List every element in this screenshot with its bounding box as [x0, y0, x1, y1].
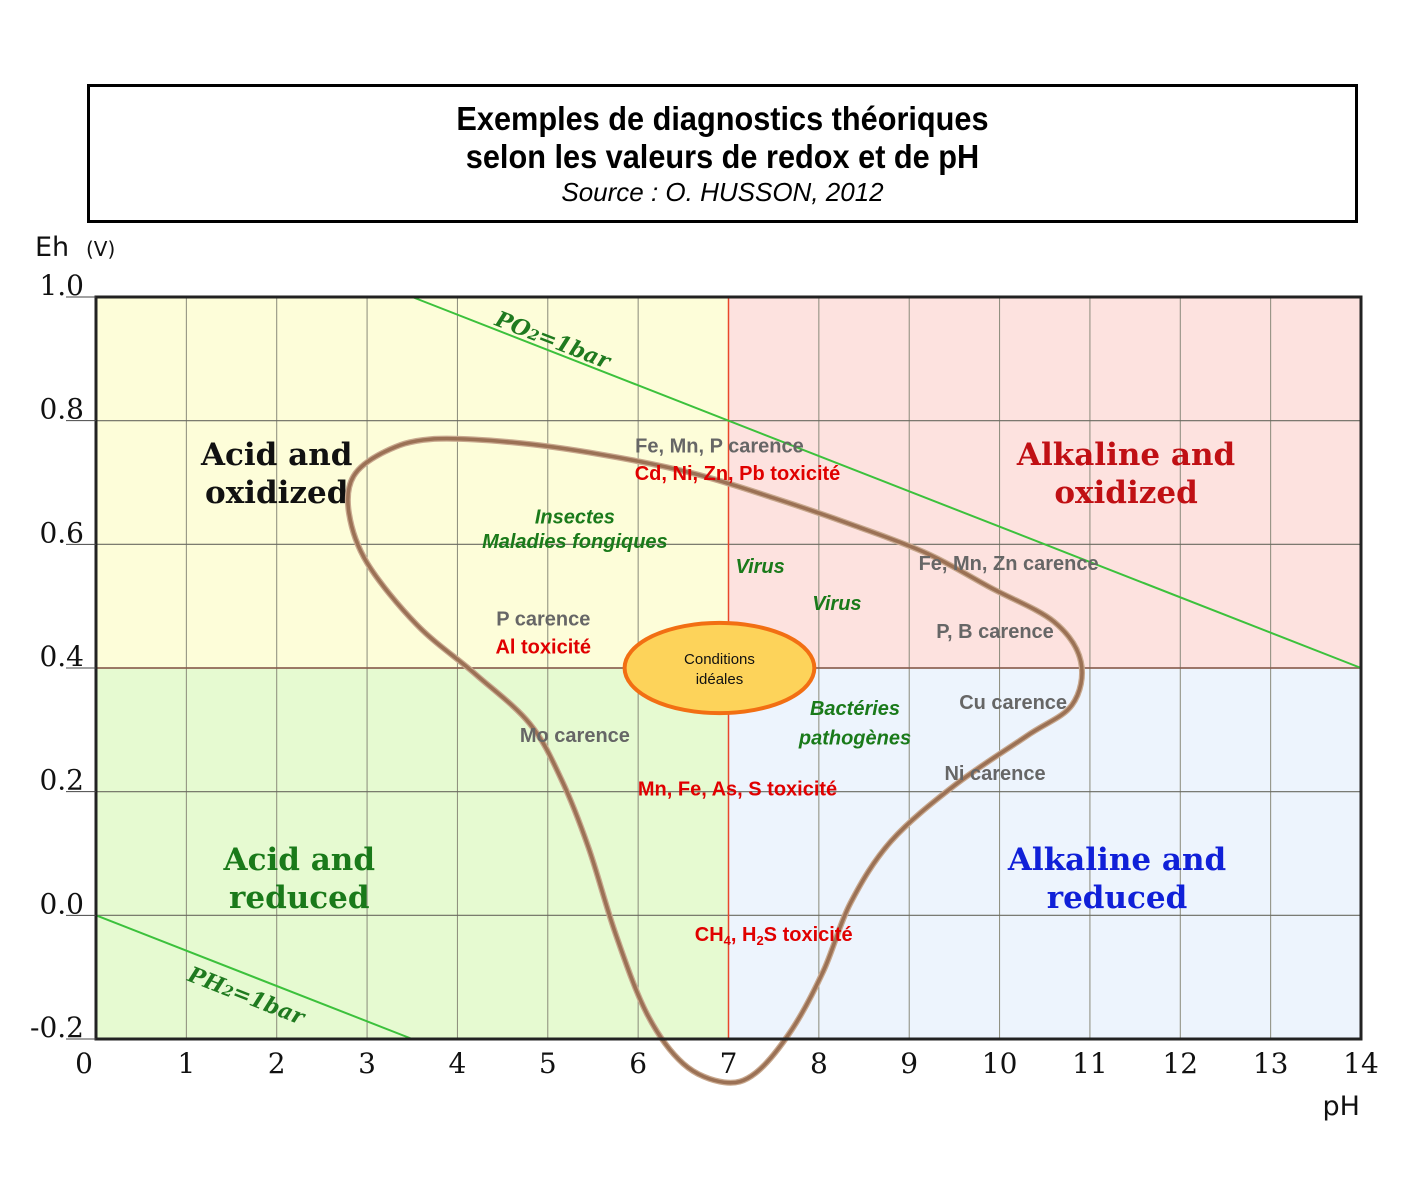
annotation-part-part3: S toxicité [764, 924, 853, 946]
region-alkaline-reduced [728, 668, 1361, 1039]
x-tick-label: 8 [810, 1047, 828, 1080]
annotation-label: Fe, Mn, P carence [635, 435, 804, 457]
annotation-label: Mn, Fe, As, S toxicité [638, 779, 837, 801]
annotation-label: Fe, Mn, Zn carence [919, 553, 1099, 575]
region-acid-reduced [96, 668, 729, 1039]
x-tick-label: 12 [1162, 1047, 1198, 1080]
region-alkaline-oxidized [728, 297, 1361, 668]
x-tick-label: 3 [358, 1047, 376, 1080]
y-tick-label: 0.6 [39, 516, 84, 549]
annotation-label: P, B carence [936, 621, 1054, 643]
ideal-conditions-label-line1: Conditions [684, 651, 755, 668]
x-tick-label: 0 [75, 1047, 93, 1080]
y-tick-label: 0.0 [39, 887, 84, 920]
region-acid-oxidized [96, 297, 729, 668]
annotation-label: pathogènes [798, 727, 911, 749]
x-tick-label: 11 [1072, 1047, 1108, 1080]
y-tick-label: 1.0 [39, 269, 84, 302]
annotation-label: Ni carence [944, 763, 1045, 785]
region-label-alkaline-oxidized-line1: Alkaline and [1016, 437, 1235, 473]
annotation-label: Cd, Ni, Zn, Pb toxicité [635, 463, 841, 485]
title-line-1: Exemples de diagnostics théoriques [456, 100, 989, 137]
y-axis-label: Eh [35, 232, 69, 263]
region-label-alkaline-reduced-line1: Alkaline and [1007, 842, 1226, 878]
title-box: Exemples de diagnostics théoriques selon… [87, 84, 1358, 223]
region-label-acid-oxidized-line1: Acid and [200, 437, 352, 473]
x-tick-label: 5 [539, 1047, 557, 1080]
x-tick-label: 1 [177, 1047, 195, 1080]
title-source: Source : O. HUSSON, 2012 [561, 177, 884, 207]
y-tick-label: -0.2 [30, 1011, 84, 1044]
y-tick-label: 0.2 [39, 764, 84, 797]
ideal-conditions-group: Conditions idéales [622, 620, 817, 716]
region-label-acid-reduced-line2: reduced [229, 880, 370, 916]
x-axis-label: pH [1323, 1091, 1360, 1122]
annotation-label: P carence [496, 609, 590, 631]
annotation-label: Maladies fongiques [482, 531, 668, 553]
envelope-group [344, 435, 1086, 1086]
annotations: Fe, Mn, P carence Cd, Ni, Zn, Pb toxicité… [482, 435, 1099, 947]
ideal-conditions-ellipse [622, 620, 817, 716]
x-tick-label: 10 [982, 1047, 1018, 1080]
x-tick-label: 13 [1253, 1047, 1289, 1080]
x-tick-label: 7 [720, 1047, 738, 1080]
annotation-label: Cu carence [959, 692, 1067, 714]
x-tick-label: 14 [1343, 1047, 1379, 1080]
title-line-2: selon les valeurs de redox et de pH [465, 138, 980, 175]
x-tick-label: 6 [629, 1047, 647, 1080]
annotation-label: Al toxicité [495, 636, 591, 658]
region-backgrounds [96, 297, 1361, 1039]
limit-line-ph2 [95, 914, 413, 1040]
x-tick-label: 2 [268, 1047, 286, 1080]
region-label-acid-reduced-line1: Acid and [223, 842, 375, 878]
x-tick-label: 4 [449, 1047, 467, 1080]
annotation-label: Mo carence [520, 725, 630, 747]
annotation-label: Virus [812, 593, 861, 615]
annotation-label: Virus [735, 556, 784, 578]
axes: 1.00.80.60.40.20.0-0.20 1 2 3 4 5 6 7 8 9 10 11 12 13… [30, 232, 1379, 1122]
envelope-curve [346, 436, 1084, 1085]
annotation-label: Bactéries [810, 698, 900, 720]
annotation-part-sub1: 4 [724, 933, 732, 948]
annotation-ch4-h2s-toxicite: CH4, H2S toxicité [695, 924, 853, 948]
y-tick-label: 0.4 [39, 640, 84, 673]
ideal-conditions-label-line2: idéales [696, 671, 744, 688]
annotation-part-sub2: 2 [756, 933, 763, 948]
region-label-acid-oxidized-line2: oxidized [205, 475, 348, 511]
region-label-alkaline-oxidized-line2: oxidized [1054, 475, 1197, 511]
region-label-alkaline-reduced-line2: reduced [1047, 880, 1188, 916]
annotation-part-part1: CH [695, 924, 724, 946]
annotation-part-part2: , H [731, 924, 757, 946]
x-tick-label: 9 [900, 1047, 918, 1080]
annotation-label: Insectes [535, 507, 615, 529]
y-axis-unit: (V) [86, 237, 115, 261]
limit-line-po2 [411, 296, 1362, 669]
y-tick-label: 0.8 [39, 393, 84, 426]
